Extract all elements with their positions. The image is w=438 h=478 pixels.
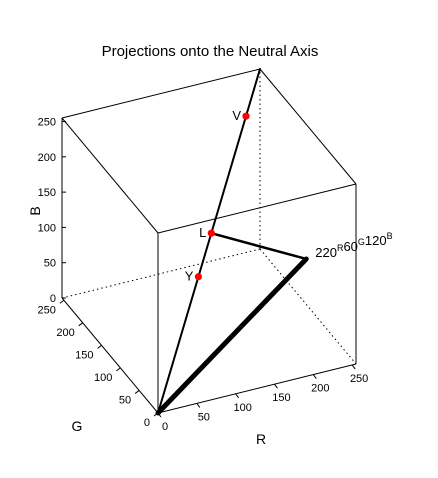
box-edge xyxy=(259,68,357,185)
x-tick-label: 150 xyxy=(272,392,290,404)
box-hidden-edge xyxy=(259,248,357,365)
vertex-annotation: 220R60G120B xyxy=(315,231,392,260)
x-tick-mark xyxy=(312,374,317,379)
series-line xyxy=(210,231,308,261)
x-tick-mark xyxy=(235,393,240,399)
z-tick-label: 200 xyxy=(38,152,56,164)
y-tick-mark xyxy=(116,367,121,372)
z-axis-ticks: 0 50 100 150 200 250 xyxy=(38,117,66,305)
z-tick-label: 50 xyxy=(44,258,56,270)
x-tick-mark xyxy=(351,364,356,370)
z-tick-label: 250 xyxy=(38,117,56,129)
point-markers xyxy=(194,112,250,281)
point-labels: V L Y xyxy=(185,108,242,284)
y-tick-label: 50 xyxy=(119,394,131,406)
series-lines xyxy=(155,68,309,416)
y-tick-label: 0 xyxy=(144,417,150,429)
z-axis-label: B xyxy=(27,206,43,215)
y-tick-label: 250 xyxy=(38,304,56,316)
x-tick-mark xyxy=(274,383,278,389)
z-tick-label: 100 xyxy=(38,222,56,234)
x-axis-ticks: 0 50 100 150 200 250 xyxy=(157,364,368,433)
y-tick-mark xyxy=(134,390,140,394)
point-label: V xyxy=(232,108,241,123)
z-tick-label: 0 xyxy=(50,293,56,305)
y-tick-mark xyxy=(78,322,84,327)
y-tick-label: 200 xyxy=(56,327,74,339)
box-visible-edges xyxy=(61,68,357,414)
x-tick-mark xyxy=(157,412,162,418)
point-label: Y xyxy=(185,269,194,284)
box-edge xyxy=(157,363,357,414)
point-label: L xyxy=(199,225,206,240)
x-tick-mark xyxy=(196,403,201,408)
y-axis-label: G xyxy=(72,418,83,434)
series-line xyxy=(155,256,309,416)
box-hidden-edge xyxy=(61,248,261,299)
y-tick-label: 100 xyxy=(94,372,112,384)
series-line xyxy=(157,68,261,414)
x-tick-label: 250 xyxy=(350,373,368,385)
chart-title: Projections onto the Neutral Axis xyxy=(102,43,319,60)
x-tick-label: 200 xyxy=(311,383,329,395)
box-edge xyxy=(61,68,261,119)
box-edge xyxy=(157,183,357,234)
box-edge xyxy=(61,297,159,414)
y-tick-label: 150 xyxy=(75,349,93,361)
x-axis-label: R xyxy=(256,431,266,447)
point-marker xyxy=(207,229,215,237)
box-edge xyxy=(61,117,159,234)
point-marker xyxy=(194,273,202,281)
x-tick-label: 0 xyxy=(162,421,168,433)
box-hidden-edges xyxy=(61,69,357,365)
z-tick-label: 150 xyxy=(38,187,56,199)
y-tick-mark xyxy=(97,344,102,349)
point-marker xyxy=(242,112,250,120)
x-tick-label: 100 xyxy=(233,402,251,414)
y-tick-mark xyxy=(153,412,159,417)
x-tick-label: 50 xyxy=(198,411,210,423)
y-tick-mark xyxy=(59,299,65,304)
